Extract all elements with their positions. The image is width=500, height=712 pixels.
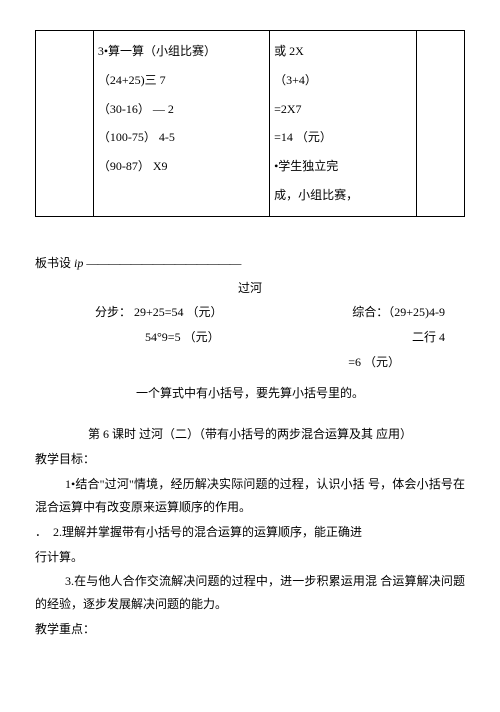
board-calc-row: 54°9=5 （元） 二行 4	[35, 326, 465, 349]
ex-line: （90-87） X9	[98, 152, 265, 181]
goal-2-pre: ．	[35, 525, 47, 539]
board-step-right: 综合：（29+25)4-9	[352, 301, 445, 324]
lesson-title: 第 6 课时 过河（二）（带有小括号的两步混合运算及其 应用）	[35, 423, 465, 446]
board-title: 过河	[35, 277, 465, 300]
ex-line: （100-75） 4-5	[98, 123, 265, 152]
sol-line: =14 （元）	[274, 123, 412, 152]
table-cell-empty-2	[416, 31, 464, 217]
board-result: =6 （元）	[35, 351, 465, 374]
focus-label: 教学重点：	[35, 618, 465, 641]
content-table: 3•算一算（小组比赛） （24+25)三 7 （30-16） — 2 （100-…	[35, 30, 465, 217]
goal-3: 3.在与他人合作交流解决问题的过程中，进一步积累运用混 合运算解决问题的经验，逐…	[35, 570, 465, 616]
board-calc-left: 54°9=5 （元）	[145, 326, 220, 349]
board-label-text: 板书设	[35, 256, 74, 270]
board-label-ip: ip	[74, 256, 83, 270]
sol-line: 或 2X	[274, 37, 412, 66]
goal-label: 教学目标：	[35, 448, 465, 471]
board-step-row: 分步： 29+25=54 （元） 综合：（29+25)4-9	[35, 301, 465, 324]
goal-2: 2.理解并掌握带有小括号的混合运算的运算顺序，能正确进	[53, 525, 362, 539]
goal-2-wrap: ． 2.理解并掌握带有小括号的混合运算的运算顺序，能正确进	[35, 521, 465, 544]
board-calc-right: 二行 4	[412, 326, 445, 349]
sol-line: 成，小组比赛，	[274, 181, 412, 210]
sol-line: （3+4）	[274, 66, 412, 95]
goal-2-tail: 行计算。	[35, 546, 465, 569]
sol-line: =2X7	[274, 95, 412, 124]
ex-line: 3•算一算（小组比赛）	[98, 37, 265, 66]
table-cell-solution: 或 2X （3+4） =2X7 =14 （元） •学生独立完 成，小组比赛，	[270, 31, 417, 217]
board-design-label: 板书设 ip	[35, 252, 465, 275]
board-step-left: 分步： 29+25=54 （元）	[95, 301, 223, 324]
sol-line: •学生独立完	[274, 152, 412, 181]
ex-line: （30-16） — 2	[98, 95, 265, 124]
ex-line: （24+25)三 7	[98, 66, 265, 95]
table-cell-empty-1	[36, 31, 94, 217]
board-rule: 一个算式中有小括号，要先算小括号里的。	[35, 382, 465, 405]
dash-line	[86, 256, 240, 270]
table-cell-exercises: 3•算一算（小组比赛） （24+25)三 7 （30-16） — 2 （100-…	[93, 31, 269, 217]
goal-1: 1•结合"过河"情境，经历解决实际问题的过程，认识小括 号，体会小括号在混合运算…	[35, 473, 465, 519]
